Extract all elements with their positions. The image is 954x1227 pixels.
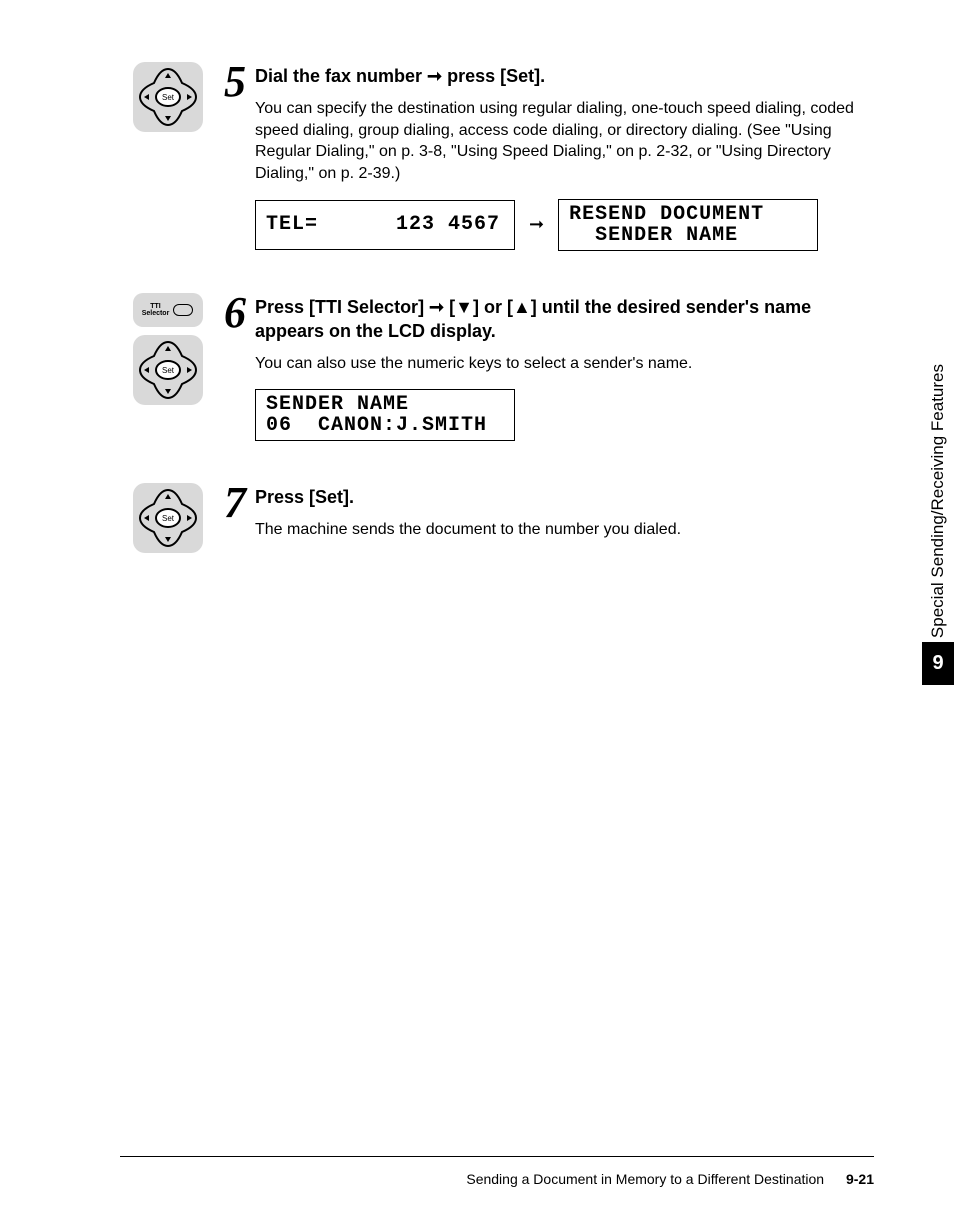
footer-rule — [120, 1156, 874, 1157]
lcd-resend: RESEND DOCUMENT SENDER NAME — [558, 199, 818, 251]
set-label: Set — [161, 514, 174, 523]
footer-title: Sending a Document in Memory to a Differ… — [466, 1171, 824, 1187]
tti-pill-icon — [173, 304, 193, 316]
side-tab: Special Sending/Receiving Features 9 — [922, 360, 954, 685]
step-5-title: Dial the fax number ➞ press [Set]. — [255, 64, 874, 88]
side-chapter-num: 9 — [922, 642, 954, 685]
step-5: Set 5 Dial the fax number ➞ press [Set].… — [120, 60, 874, 251]
tti-line2: Selector — [142, 310, 170, 317]
step-number-6: 6 — [215, 291, 255, 335]
tti-selector-label: TTI Selector — [142, 303, 170, 317]
set-nav-button-2: Set — [133, 335, 203, 405]
step-5-body: 5 Dial the fax number ➞ press [Set]. You… — [215, 60, 874, 251]
step-7-title: Press [Set]. — [255, 485, 874, 509]
step-6-title: Press [TTI Selector] ➞ [▼] or [▲] until … — [255, 295, 874, 344]
step-5-desc: You can specify the destination using re… — [255, 98, 874, 184]
tti-line1: TTI — [142, 303, 170, 310]
lcd-sender: SENDER NAME 06 CANON:J.SMITH — [255, 389, 515, 441]
set-nav-button: Set — [133, 62, 203, 132]
step-5-icons: Set — [120, 60, 215, 132]
side-section-label: Special Sending/Receiving Features — [922, 360, 954, 642]
step-6: TTI Selector Set 6 Press [TTI Selector] … — [120, 291, 874, 441]
step-number-7: 7 — [215, 481, 255, 525]
set-nav-icon: Set — [136, 486, 200, 550]
footer: Sending a Document in Memory to a Differ… — [120, 1171, 874, 1187]
set-nav-button-3: Set — [133, 483, 203, 553]
set-nav-icon: Set — [136, 65, 200, 129]
step-6-icons: TTI Selector Set — [120, 291, 215, 405]
set-label: Set — [161, 366, 174, 375]
tti-selector-button: TTI Selector — [133, 293, 203, 327]
set-label: Set — [161, 93, 174, 102]
footer-page: 9-21 — [846, 1171, 874, 1187]
step-7: Set 7 Press [Set]. The machine sends the… — [120, 481, 874, 553]
set-nav-icon: Set — [136, 338, 200, 402]
lcd-tel: TEL= 123 4567 — [255, 200, 515, 250]
step-7-icons: Set — [120, 481, 215, 553]
step-6-body: 6 Press [TTI Selector] ➞ [▼] or [▲] unti… — [215, 291, 874, 441]
step-6-lcd-row: SENDER NAME 06 CANON:J.SMITH — [255, 389, 874, 441]
step-7-desc: The machine sends the document to the nu… — [255, 519, 874, 541]
step-number-5: 5 — [215, 60, 255, 104]
step-7-body: 7 Press [Set]. The machine sends the doc… — [215, 481, 874, 541]
step-6-desc: You can also use the numeric keys to sel… — [255, 353, 874, 375]
arrow-icon: ➞ — [529, 214, 544, 235]
step-5-lcd-row: TEL= 123 4567 ➞ RESEND DOCUMENT SENDER N… — [255, 199, 874, 251]
